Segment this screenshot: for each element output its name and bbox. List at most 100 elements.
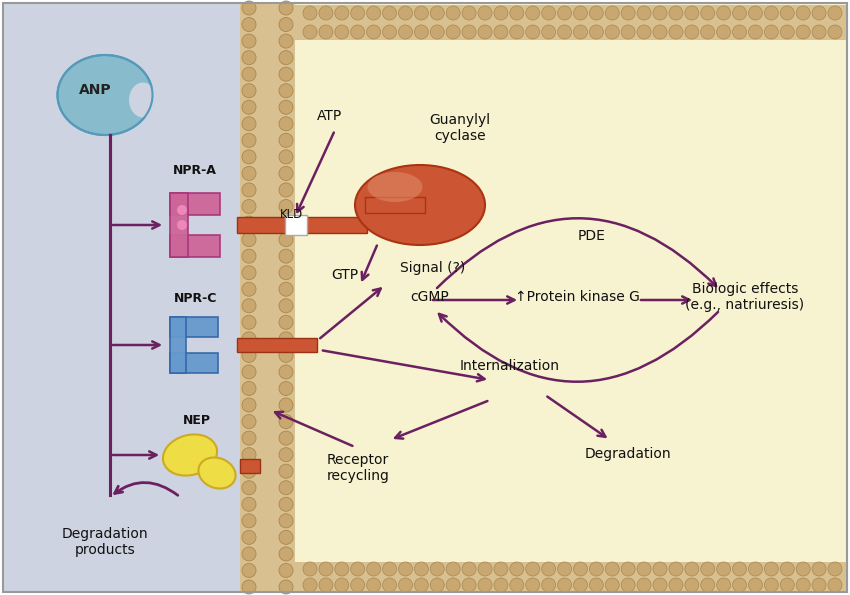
Circle shape xyxy=(279,447,293,462)
Circle shape xyxy=(414,6,428,20)
Circle shape xyxy=(478,25,492,39)
Circle shape xyxy=(796,562,810,576)
Circle shape xyxy=(242,530,256,544)
Circle shape xyxy=(279,249,293,263)
Circle shape xyxy=(319,6,333,20)
Circle shape xyxy=(242,547,256,561)
Text: cGMP: cGMP xyxy=(410,290,449,304)
Circle shape xyxy=(319,25,333,39)
Text: Degradation: Degradation xyxy=(585,447,672,461)
Circle shape xyxy=(558,6,571,20)
Circle shape xyxy=(828,578,842,592)
Circle shape xyxy=(366,6,381,20)
Circle shape xyxy=(303,25,317,39)
Circle shape xyxy=(558,25,571,39)
Circle shape xyxy=(780,562,794,576)
Circle shape xyxy=(366,562,381,576)
Text: NPR-C: NPR-C xyxy=(174,292,218,305)
Circle shape xyxy=(242,133,256,148)
Circle shape xyxy=(335,578,348,592)
Circle shape xyxy=(279,365,293,379)
Circle shape xyxy=(462,6,476,20)
Text: Signal (?): Signal (?) xyxy=(400,261,465,275)
Circle shape xyxy=(510,25,524,39)
Circle shape xyxy=(303,562,317,576)
Circle shape xyxy=(279,349,293,362)
Circle shape xyxy=(796,6,810,20)
Circle shape xyxy=(279,266,293,280)
Circle shape xyxy=(279,282,293,296)
Circle shape xyxy=(279,167,293,180)
Circle shape xyxy=(700,578,715,592)
Circle shape xyxy=(279,1,293,15)
Bar xyxy=(240,3,847,592)
Bar xyxy=(170,353,218,373)
Ellipse shape xyxy=(355,165,485,245)
Circle shape xyxy=(351,25,365,39)
Text: Guanylyl
cyclase: Guanylyl cyclase xyxy=(429,113,490,143)
Text: Internalization: Internalization xyxy=(460,359,560,373)
Circle shape xyxy=(242,481,256,495)
Circle shape xyxy=(653,562,667,576)
Circle shape xyxy=(669,25,683,39)
Circle shape xyxy=(446,25,460,39)
Circle shape xyxy=(749,562,762,576)
Circle shape xyxy=(494,25,508,39)
Circle shape xyxy=(558,562,571,576)
Circle shape xyxy=(279,51,293,65)
Circle shape xyxy=(242,216,256,230)
Circle shape xyxy=(812,25,826,39)
Circle shape xyxy=(399,25,412,39)
Circle shape xyxy=(279,547,293,561)
Circle shape xyxy=(812,562,826,576)
Circle shape xyxy=(541,25,556,39)
Circle shape xyxy=(242,150,256,164)
Circle shape xyxy=(414,562,428,576)
Circle shape xyxy=(279,299,293,313)
Circle shape xyxy=(446,562,460,576)
Ellipse shape xyxy=(58,55,152,135)
Circle shape xyxy=(242,365,256,379)
Circle shape xyxy=(653,578,667,592)
Circle shape xyxy=(279,398,293,412)
Circle shape xyxy=(279,530,293,544)
Circle shape xyxy=(589,578,604,592)
Circle shape xyxy=(399,578,412,592)
Circle shape xyxy=(589,25,604,39)
Circle shape xyxy=(279,133,293,148)
Circle shape xyxy=(242,1,256,15)
Circle shape xyxy=(242,167,256,180)
Circle shape xyxy=(764,25,779,39)
Circle shape xyxy=(749,6,762,20)
Circle shape xyxy=(526,25,540,39)
Circle shape xyxy=(621,562,635,576)
Text: KLD: KLD xyxy=(280,208,303,221)
Circle shape xyxy=(177,220,187,230)
Bar xyxy=(3,3,240,592)
Circle shape xyxy=(733,25,746,39)
Ellipse shape xyxy=(129,83,157,117)
Circle shape xyxy=(462,578,476,592)
Circle shape xyxy=(382,25,397,39)
Circle shape xyxy=(242,299,256,313)
Circle shape xyxy=(242,17,256,32)
Circle shape xyxy=(279,150,293,164)
Ellipse shape xyxy=(163,434,217,475)
Text: GTP: GTP xyxy=(332,268,359,282)
Circle shape xyxy=(494,578,508,592)
Circle shape xyxy=(279,415,293,428)
Circle shape xyxy=(780,25,794,39)
Circle shape xyxy=(242,282,256,296)
Circle shape xyxy=(510,562,524,576)
Circle shape xyxy=(589,6,604,20)
Circle shape xyxy=(242,332,256,346)
Text: NEP: NEP xyxy=(183,414,211,427)
Circle shape xyxy=(242,315,256,329)
Circle shape xyxy=(382,562,397,576)
Bar xyxy=(170,317,218,337)
Circle shape xyxy=(574,6,587,20)
Circle shape xyxy=(279,100,293,114)
Circle shape xyxy=(717,6,731,20)
Circle shape xyxy=(242,51,256,65)
Circle shape xyxy=(242,349,256,362)
